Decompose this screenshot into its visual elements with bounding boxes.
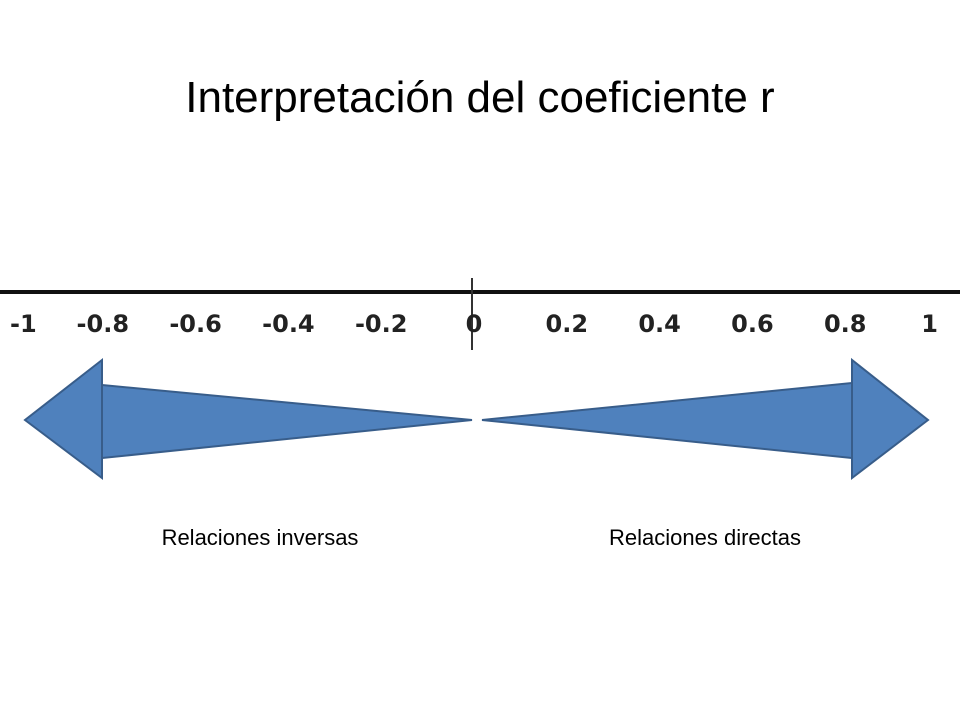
tick-labels: -1 -0.8 -0.6 -0.4 -0.2 0 0.2 0.4 0.6 0.8 1: [10, 310, 938, 338]
tick-label: -0.8: [77, 310, 129, 338]
right-arrow: [481, 357, 930, 481]
tick-label: -0.2: [355, 310, 407, 338]
tick-label: -0.4: [262, 310, 314, 338]
tick-label: 0.2: [546, 310, 589, 338]
caption-left: Relaciones inversas: [162, 525, 359, 550]
tick-label: 0: [466, 310, 483, 338]
left-arrow: [23, 357, 473, 481]
tick-label: -0.6: [169, 310, 221, 338]
slide-title: Interpretación del coeficiente r: [185, 73, 774, 122]
tick-label: 0.6: [731, 310, 774, 338]
tick-label: 1: [921, 310, 938, 338]
caption-right: Relaciones directas: [609, 525, 801, 550]
tick-label: -1: [10, 310, 37, 338]
tick-label: 0.4: [638, 310, 681, 338]
tick-label: 0.8: [824, 310, 867, 338]
